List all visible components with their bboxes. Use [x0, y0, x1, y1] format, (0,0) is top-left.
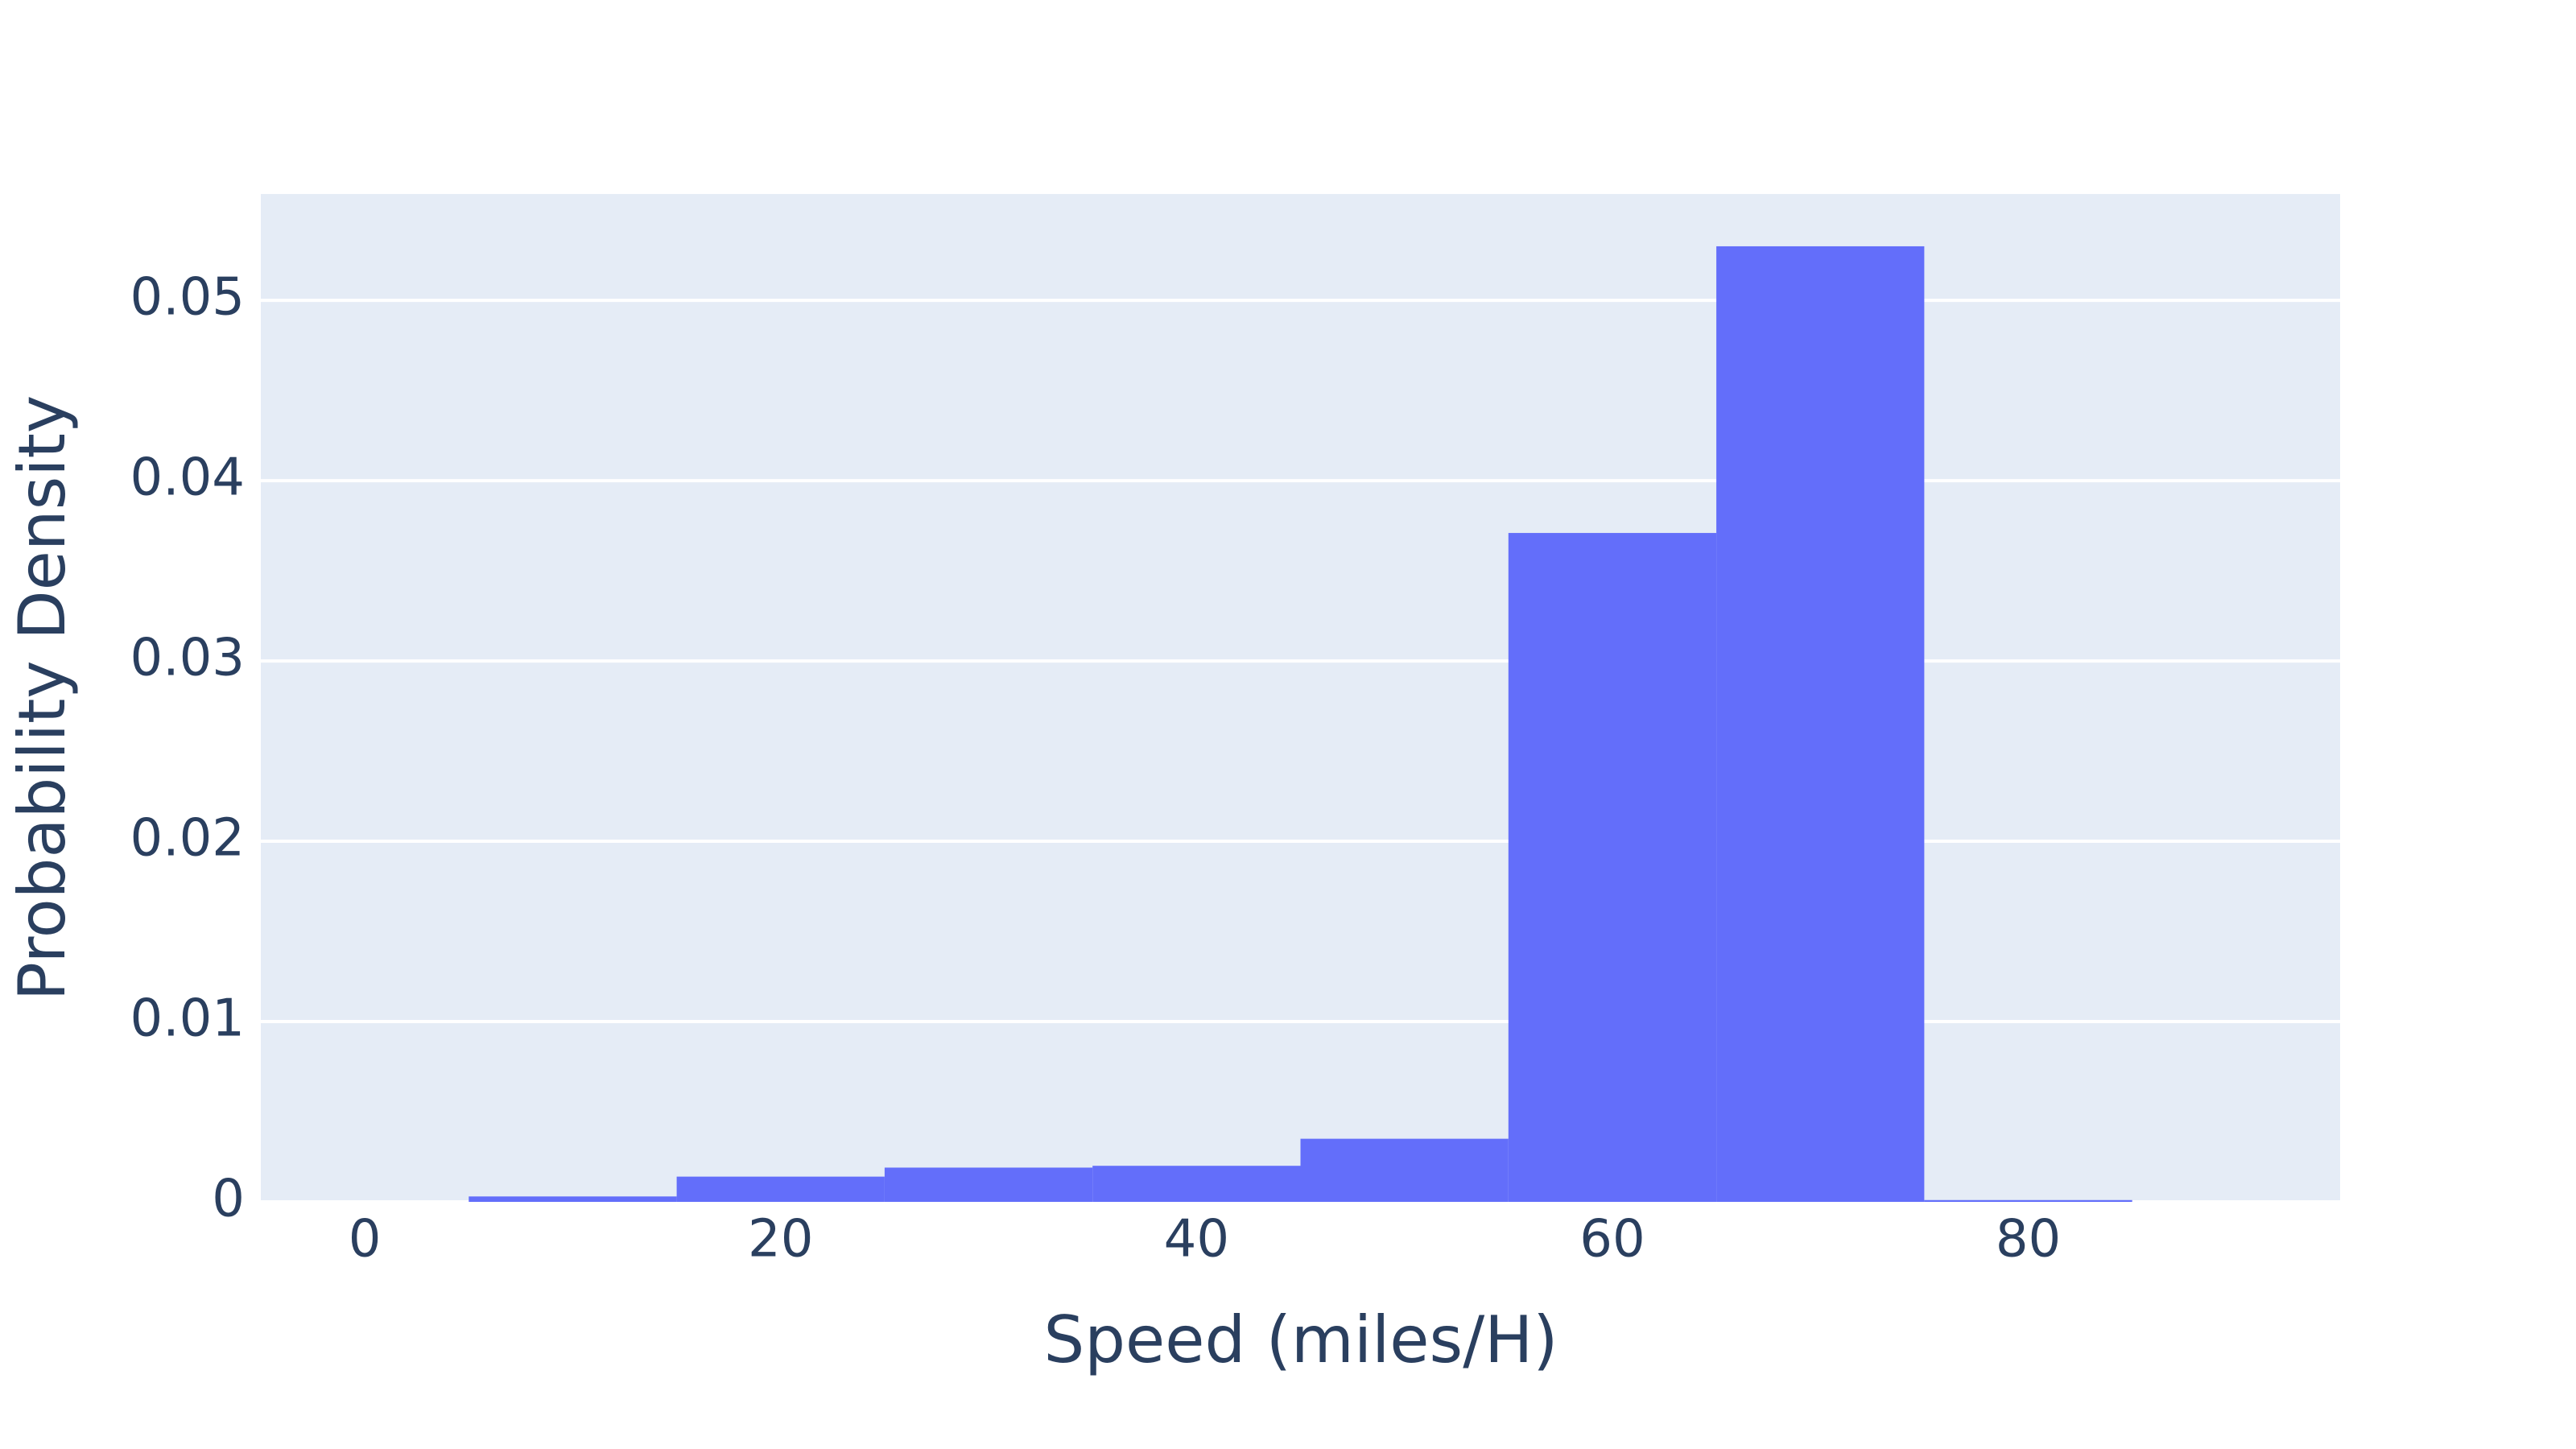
x-tick-label: 20 [748, 1210, 813, 1269]
y-axis-title: Probability Density [5, 395, 80, 1001]
bar [884, 1167, 1093, 1202]
bar [1300, 1138, 1509, 1202]
x-tick-label: 80 [1996, 1210, 2061, 1269]
bar [1092, 1166, 1301, 1202]
bar [1716, 246, 1925, 1203]
y-tick-label: 0.04 [130, 448, 246, 508]
y-tick-label: 0.01 [130, 989, 246, 1049]
x-tick-label: 0 [349, 1210, 382, 1269]
x-tick-label: 60 [1579, 1210, 1645, 1269]
bar [676, 1176, 885, 1202]
x-axis-title: Speed (miles/H) [1043, 1302, 1558, 1377]
y-tick-label: 0 [212, 1170, 245, 1229]
y-tick-label: 0.02 [130, 809, 246, 869]
y-tick-label: 0.05 [130, 268, 246, 328]
bar [1508, 533, 1717, 1202]
labels: 0 0.01 0.02 0.03 0.04 0.05 0 20 40 60 80 [130, 268, 2062, 1269]
bars [469, 246, 2132, 1203]
y-tick-label: 0.03 [130, 629, 246, 688]
bar [469, 1196, 677, 1202]
plot-area [261, 194, 2340, 1202]
x-tick-label: 40 [1164, 1210, 1229, 1269]
bar [1924, 1199, 2132, 1202]
